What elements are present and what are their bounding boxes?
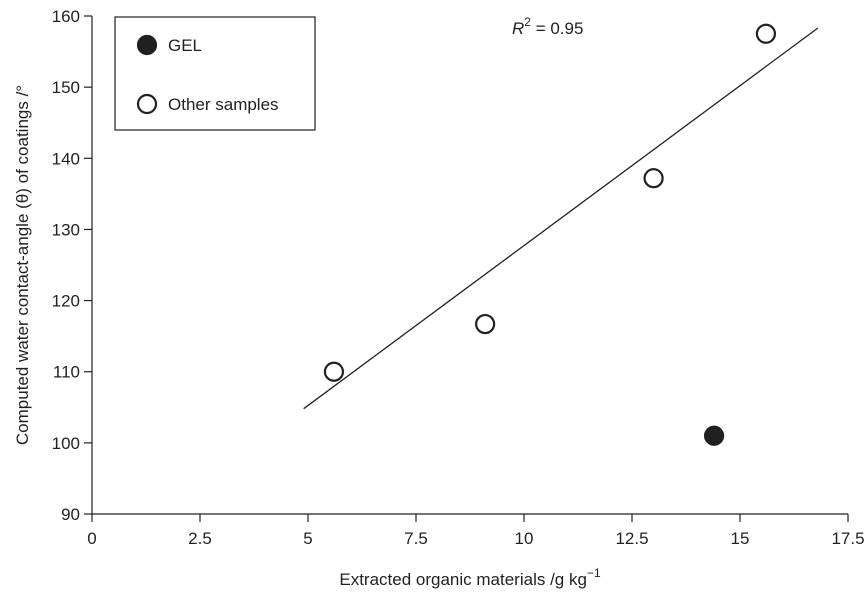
y-tick-label: 110 [53,363,80,382]
data-point-other-sample [323,361,345,382]
x-axis-title-superscript: −1 [587,566,601,580]
r-squared-superscript: 2 [524,15,531,29]
x-tick-label: 12.5 [615,529,648,548]
y-tick-label: 160 [52,7,80,26]
y-tick-label: 150 [52,78,80,97]
x-axis-title: Extracted organic materials /g kg−1 [339,566,601,589]
x-tick-label: 7.5 [404,529,428,548]
data-point-gel [703,425,725,446]
legend-label: Other samples [168,95,279,114]
x-tick-label: 10 [515,529,534,548]
y-tick-label: 120 [52,292,80,311]
x-tick-label: 0 [87,529,96,548]
x-tick-label: 17.5 [831,529,864,548]
legend-marker-other-samples [136,93,158,115]
axis-titles: Extracted organic materials /g kg−1 Compu… [13,85,601,589]
r-squared-symbol: R [512,19,524,38]
legend: GEL Other samples [114,16,316,131]
data-points [323,23,777,446]
r-squared-annotation: R2 = 0.95 [512,15,583,38]
x-axis-title-text: Extracted organic materials /g kg [339,570,587,589]
x-tick-label: 5 [303,529,312,548]
x-tick-label: 2.5 [188,529,212,548]
data-point-other-sample [755,23,777,44]
y-tick-label: 90 [61,505,80,524]
y-axis-title: Computed water contact-angle (θ) of coat… [13,85,32,445]
trendline-group: R2 = 0.95 [303,15,819,410]
x-tick-label: 15 [731,529,750,548]
legend-marker-gel [136,34,158,56]
data-point-other-sample [475,313,496,335]
data-point-other-sample [643,168,664,189]
y-tick-label: 130 [52,220,80,239]
trendline [303,27,819,410]
y-tick-label: 140 [52,149,80,168]
y-tick-label: 100 [52,434,80,453]
axes: 0 2.5 5 7.5 10 12.5 15 17.5 90 100 110 120 130 140 150… [52,7,865,548]
r-squared-value: = 0.95 [531,19,583,38]
legend-label: GEL [168,36,202,55]
